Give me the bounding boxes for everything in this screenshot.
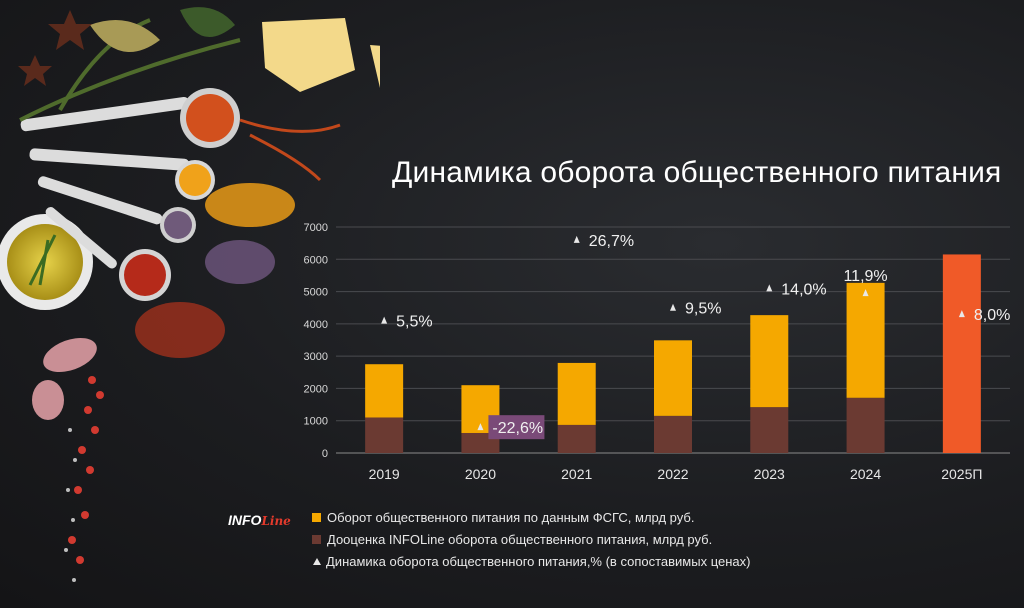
x-tick-label: 2023 bbox=[754, 466, 785, 482]
x-tick-label: 2024 bbox=[850, 466, 881, 482]
dynamics-label: 11,9% bbox=[843, 268, 887, 285]
y-tick-label: 6000 bbox=[304, 254, 328, 266]
legend-swatch-fsgs bbox=[312, 512, 321, 522]
y-tick-label: 3000 bbox=[304, 351, 328, 363]
legend-swatch-infoline bbox=[312, 534, 321, 544]
legend-item-fsgs: Оборот общественного питания по данным Ф… bbox=[312, 506, 750, 528]
legend-label-dynamics: Динамика оборота общественного питания,%… bbox=[326, 553, 751, 569]
infoline-logo: INFOLine bbox=[228, 512, 291, 528]
dynamics-marker bbox=[381, 316, 388, 324]
y-tick-label: 7000 bbox=[304, 222, 328, 234]
dynamics-marker bbox=[573, 235, 580, 243]
chart-title: Динамика оборота общественного питания bbox=[392, 156, 1002, 189]
dynamics-label: 14,0% bbox=[781, 281, 826, 298]
dynamics-label: 5,5% bbox=[396, 314, 432, 331]
y-tick-label: 1000 bbox=[304, 416, 328, 428]
y-tick-label: 5000 bbox=[304, 287, 328, 299]
x-tick-label: 2020 bbox=[465, 466, 496, 482]
dynamics-marker bbox=[958, 310, 965, 318]
legend-label-fsgs: Оборот общественного питания по данным Ф… bbox=[327, 509, 695, 525]
legend-label-infoline: Дооценка INFOLine оборота общественного … bbox=[327, 531, 713, 547]
bar-infoline-2024 bbox=[846, 397, 885, 453]
bar-infoline-2021 bbox=[557, 424, 596, 453]
logo-text-line: Line bbox=[261, 514, 291, 528]
bar-fsgs-2019 bbox=[365, 364, 404, 418]
legend: Оборот общественного питания по данным Ф… bbox=[312, 506, 750, 572]
dynamics-marker bbox=[862, 289, 869, 297]
dynamics-label: 26,7% bbox=[589, 233, 634, 250]
x-tick-label: 2019 bbox=[369, 466, 400, 482]
y-tick-label: 0 bbox=[322, 448, 328, 460]
x-tick-label: 2025П bbox=[941, 466, 982, 482]
dynamics-label: 8,0% bbox=[974, 307, 1010, 324]
dynamics-marker bbox=[477, 423, 484, 431]
x-tick-label: 2021 bbox=[561, 466, 592, 482]
dynamics-label: 9,5% bbox=[685, 301, 721, 318]
legend-triangle-icon bbox=[313, 557, 321, 565]
bar-fsgs-2021 bbox=[557, 362, 596, 425]
dynamics-label-box bbox=[488, 415, 545, 440]
bar-infoline-2023 bbox=[750, 407, 789, 453]
dynamics-label: -22,6% bbox=[492, 420, 543, 437]
dynamics-marker bbox=[766, 284, 773, 292]
y-tick-label: 2000 bbox=[304, 383, 328, 395]
bar-infoline-2019 bbox=[365, 417, 404, 453]
bar-forecast-2025П bbox=[942, 254, 981, 453]
bar-fsgs-2022 bbox=[654, 340, 692, 416]
legend-item-infoline: Дооценка INFOLine оборота общественного … bbox=[312, 528, 750, 550]
y-tick-label: 4000 bbox=[304, 319, 328, 331]
dynamics-marker bbox=[670, 303, 676, 311]
x-tick-label: 2022 bbox=[657, 466, 688, 482]
bar-infoline-2022 bbox=[654, 415, 692, 453]
bar-fsgs-2024 bbox=[846, 282, 885, 398]
logo-text-info: INFO bbox=[228, 512, 262, 528]
legend-item-dynamics: Динамика оборота общественного питания,%… bbox=[312, 550, 750, 572]
bar-fsgs-2023 bbox=[750, 315, 789, 408]
